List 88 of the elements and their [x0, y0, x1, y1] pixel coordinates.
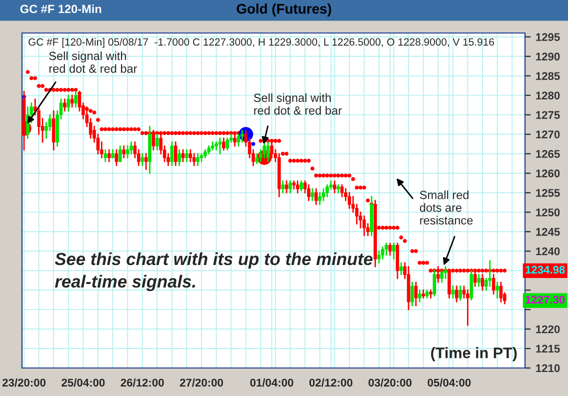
- candlestick: [326, 184, 329, 198]
- candlestick: [288, 180, 292, 194]
- candlestick: [196, 153, 200, 166]
- y-tick-label: 1255: [536, 188, 560, 197]
- candlestick: [362, 215, 366, 236]
- candlestick: [410, 282, 414, 306]
- candlestick: [314, 188, 318, 206]
- y-tick-label: 1220: [536, 325, 560, 334]
- candlestick: [477, 274, 480, 287]
- candlestick: [348, 192, 352, 209]
- annotation: Sell signal with red dot & red bar: [49, 51, 138, 73]
- candlestick: [240, 130, 244, 143]
- x-tick-label: 26/12:00: [120, 378, 164, 387]
- candlestick: [281, 180, 284, 194]
- candlestick: [377, 250, 381, 264]
- annotation: (Time in PT): [431, 347, 517, 362]
- y-tick-label: 1295: [536, 33, 560, 42]
- y-tick-label: 1265: [536, 150, 560, 158]
- text: 1234.98: [526, 266, 565, 274]
- candlestick: [144, 153, 148, 170]
- y-tick-label: 1210: [536, 364, 560, 372]
- y-tick-label: 1290: [536, 52, 560, 61]
- y-tick-label: 1270: [536, 130, 560, 138]
- candlestick: [255, 153, 259, 164]
- candlestick: [174, 141, 178, 166]
- candlestick: [496, 282, 499, 299]
- x-tick-label: 05/04:00: [428, 378, 471, 387]
- candlestick: [181, 149, 185, 162]
- candlestick: [70, 94, 74, 108]
- x-tick-label: 01/04:00: [250, 378, 294, 387]
- annotation: Small red dots are resistance: [420, 190, 473, 225]
- candlestick: [458, 286, 462, 301]
- candlestick: [104, 149, 108, 162]
- annotation: See this chart with its up to the minute real-time signals.: [54, 252, 373, 292]
- candlestick: [322, 188, 326, 202]
- candlestick: [122, 145, 126, 158]
- candlestick: [107, 149, 111, 162]
- chart-subtitle: GC #F 120-Min: [20, 4, 102, 14]
- candlestick: [451, 286, 455, 299]
- candlestick: [340, 184, 344, 198]
- candlestick: [454, 286, 458, 302]
- candlestick: [296, 180, 300, 194]
- chart-title: Gold (Futures): [236, 4, 332, 16]
- candlestick: [318, 192, 322, 206]
- y-tick-label: 1280: [536, 92, 560, 100]
- x-tick-label: 03/20:00: [368, 378, 412, 387]
- candlestick: [185, 149, 188, 162]
- candlestick: [466, 289, 470, 326]
- candlestick: [400, 262, 403, 276]
- candlestick: [114, 149, 118, 166]
- y-tick-label: 1215: [536, 344, 560, 353]
- y-tick-label: 1275: [536, 111, 560, 119]
- candlestick: [130, 141, 133, 154]
- x-tick-label: 27/20:00: [180, 378, 223, 387]
- candlestick: [284, 180, 288, 194]
- y-tick-label: 1260: [536, 170, 560, 178]
- annotation: GC #F [120-Min] 05/08/17 -1.7000 C 1227.3000, H 1229.3000, L 1226.5000, O 1228.9000, V 15.916: [28, 38, 494, 48]
- candlestick: [381, 246, 384, 260]
- candlestick: [388, 242, 392, 256]
- candlestick: [392, 242, 396, 260]
- candlestick: [384, 242, 388, 256]
- annotation: Sell signal with red dot & red bar: [254, 93, 342, 115]
- candlestick: [178, 149, 181, 166]
- y-tick-label: 1285: [536, 72, 560, 80]
- candlestick: [52, 110, 56, 151]
- y-tick-label: 1240: [536, 247, 560, 256]
- candlestick: [418, 289, 422, 302]
- candlestick: [63, 98, 66, 112]
- candlestick: [332, 180, 336, 194]
- candlestick: [192, 153, 196, 166]
- x-tick-label: 25/04:00: [62, 378, 105, 387]
- y-tick-label: 1250: [536, 208, 560, 216]
- candlestick: [140, 153, 144, 166]
- candlestick: [226, 137, 230, 151]
- candlestick: [307, 184, 310, 202]
- text: 1227.30: [526, 296, 565, 304]
- y-tick-label: 1245: [536, 228, 560, 236]
- candlestick: [218, 137, 222, 154]
- x-tick-label: 02/12:00: [309, 378, 352, 387]
- candlestick: [310, 188, 314, 202]
- candlestick: [118, 145, 122, 162]
- x-tick-label: 23/20:00: [2, 378, 46, 387]
- candlestick: [222, 137, 226, 151]
- candlestick: [188, 149, 192, 162]
- candlestick: [170, 141, 174, 166]
- candlestick: [66, 94, 70, 112]
- candlestick: [300, 180, 303, 192]
- candlestick: [126, 145, 130, 158]
